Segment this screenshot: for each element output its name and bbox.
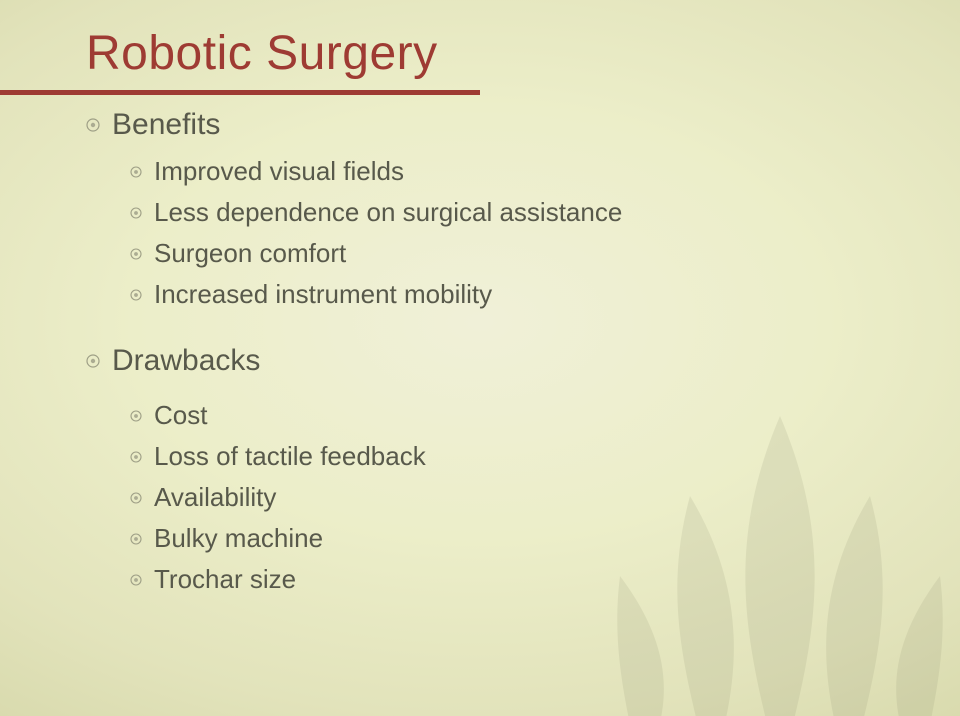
list-item: Bulky machine — [130, 523, 622, 554]
section-heading-text: Drawbacks — [112, 344, 260, 377]
list-item: Increased instrument mobility — [130, 279, 622, 310]
list-item: Trochar size — [130, 564, 622, 595]
bullet-icon — [130, 574, 142, 586]
bullet-icon — [130, 166, 142, 178]
bullet-icon — [130, 492, 142, 504]
leaf-decoration-icon — [570, 356, 960, 716]
section-heading-benefits: Benefits — [86, 108, 622, 142]
bullet-icon — [130, 533, 142, 545]
bullet-icon — [130, 451, 142, 463]
bullet-icon — [130, 248, 142, 260]
list-item: Improved visual fields — [130, 156, 622, 187]
slide-content: Benefits Improved visual fields Less dep… — [86, 108, 622, 605]
title-underline — [0, 90, 480, 95]
list-item-text: Surgeon comfort — [154, 238, 346, 268]
slide-title: Robotic Surgery — [86, 26, 438, 81]
section-heading-drawbacks: Drawbacks — [86, 344, 622, 378]
list-item: Availability — [130, 482, 622, 513]
slide: Robotic Surgery Benefits Improved visual… — [0, 0, 960, 716]
bullet-icon — [130, 207, 142, 219]
bullet-icon — [130, 410, 142, 422]
list-item: Cost — [130, 400, 622, 431]
list-item-text: Bulky machine — [154, 523, 323, 553]
bullet-icon — [86, 118, 100, 132]
list-item-text: Loss of tactile feedback — [154, 441, 426, 471]
list-item-text: Trochar size — [154, 564, 296, 594]
list-item: Loss of tactile feedback — [130, 441, 622, 472]
list-item-text: Less dependence on surgical assistance — [154, 197, 622, 227]
benefits-list: Improved visual fields Less dependence o… — [86, 156, 622, 310]
list-item-text: Improved visual fields — [154, 156, 404, 186]
list-item-text: Increased instrument mobility — [154, 279, 492, 309]
list-item: Surgeon comfort — [130, 238, 622, 269]
list-item: Less dependence on surgical assistance — [130, 197, 622, 228]
list-item-text: Availability — [154, 482, 276, 512]
drawbacks-list: Cost Loss of tactile feedback Availabili… — [86, 400, 622, 595]
bullet-icon — [130, 289, 142, 301]
section-heading-text: Benefits — [112, 108, 220, 141]
list-item-text: Cost — [154, 400, 207, 430]
bullet-icon — [86, 354, 100, 368]
